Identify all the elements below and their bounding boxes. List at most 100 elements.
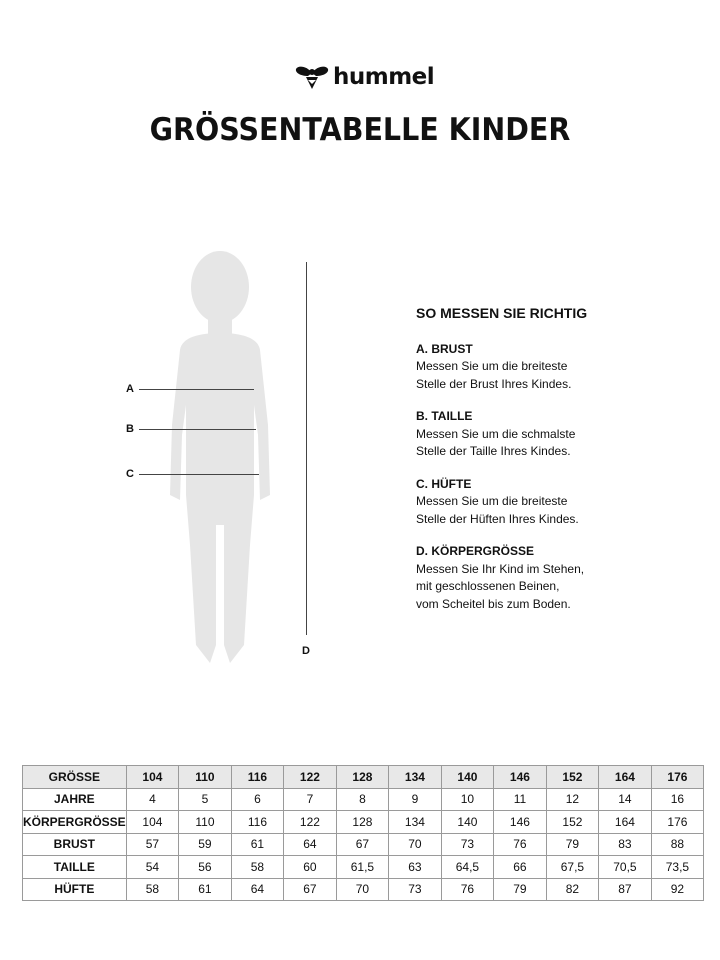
table-cell: 128 xyxy=(335,765,390,789)
table-cell: 87 xyxy=(598,877,652,901)
table-cell: 59 xyxy=(178,832,232,856)
label-d: D xyxy=(302,645,310,657)
table-cell: 164 xyxy=(598,765,652,789)
hummel-logo: hummel xyxy=(295,63,435,90)
table-row: HÜFTE 58 61 64 67 70 73 76 79 82 87 92 xyxy=(22,877,705,901)
guide-item-title: D. KÖRPERGRÖSSE xyxy=(416,544,535,558)
guide-item-title: A. BRUST xyxy=(416,341,473,356)
table-cell: 79 xyxy=(545,832,600,856)
table-cell: 11 xyxy=(493,787,547,811)
table-cell: 176 xyxy=(650,765,705,789)
guide-item-text: Messen Sie um die breiteste Stelle der B… xyxy=(416,359,572,391)
page-title: GRÖSSENTABELLE KINDER xyxy=(149,112,571,148)
table-cell: 6 xyxy=(230,787,285,811)
table-cell: 164 xyxy=(598,810,652,834)
table-cell: 134 xyxy=(388,765,442,789)
table-cell: 70,5 xyxy=(598,855,652,879)
table-cell: 7 xyxy=(283,787,337,811)
table-cell: 134 xyxy=(388,810,442,834)
table-cell: 146 xyxy=(493,765,547,789)
table-row: BRUST 57 59 61 64 67 70 73 76 79 83 88 xyxy=(22,832,705,856)
table-cell: 14 xyxy=(598,787,652,811)
table-cell: 76 xyxy=(440,877,495,901)
table-cell: 73,5 xyxy=(650,855,705,879)
height-line xyxy=(306,262,307,635)
table-cell: 79 xyxy=(493,877,547,901)
table-cell: 8 xyxy=(335,787,390,811)
table-cell: 64 xyxy=(230,877,285,901)
table-cell: 140 xyxy=(440,765,495,789)
guide-item-title: B. TAILLE xyxy=(416,409,473,423)
table-cell: 152 xyxy=(545,810,600,834)
table-cell: 16 xyxy=(650,787,705,811)
table-cell: 110 xyxy=(178,810,232,834)
guide-item-text: Messen Sie um die breiteste Stelle der H… xyxy=(416,494,579,526)
table-cell: 122 xyxy=(283,810,337,834)
table-cell: 67 xyxy=(335,832,390,856)
table-cell: 63 xyxy=(388,855,442,879)
table-cell: 61 xyxy=(230,832,285,856)
table-cell: 73 xyxy=(440,832,495,856)
row-label: TAILLE xyxy=(22,855,127,879)
table-cell: 140 xyxy=(440,810,495,834)
table-cell: 9 xyxy=(388,787,442,811)
table-cell: 82 xyxy=(545,877,600,901)
guide-heading: SO MESSEN SIE RICHTIG xyxy=(416,305,588,321)
table-cell: 176 xyxy=(650,810,705,834)
table-cell: 66 xyxy=(493,855,547,879)
table-cell: 70 xyxy=(388,832,442,856)
row-label: JAHRE xyxy=(22,787,127,811)
measure-guide: SO MESSEN SIE RICHTIG A. BRUST Messen Si… xyxy=(416,305,706,628)
table-cell: 56 xyxy=(178,855,232,879)
table-cell: 122 xyxy=(283,765,337,789)
guide-line-a xyxy=(139,389,254,390)
guide-line-c xyxy=(139,474,259,475)
table-cell: 67 xyxy=(283,877,337,901)
label-a: A xyxy=(126,383,134,395)
row-label: GRÖSSE xyxy=(22,765,127,789)
table-cell: 54 xyxy=(125,855,180,879)
table-cell: 57 xyxy=(125,832,180,856)
label-c: C xyxy=(126,468,134,480)
row-label: BRUST xyxy=(22,832,127,856)
table-cell: 116 xyxy=(230,810,285,834)
bee-icon xyxy=(295,66,329,89)
table-cell: 110 xyxy=(178,765,232,789)
table-cell: 12 xyxy=(545,787,600,811)
table-cell: 61 xyxy=(178,877,232,901)
table-cell: 67,5 xyxy=(545,855,600,879)
table-cell: 152 xyxy=(545,765,600,789)
table-row: TAILLE 54 56 58 60 61,5 63 64,5 66 67,5 70,5 73,5 xyxy=(22,855,705,879)
table-cell: 60 xyxy=(283,855,337,879)
table-cell: 64,5 xyxy=(440,855,495,879)
table-cell: 92 xyxy=(650,877,705,901)
guide-item-title: C. HÜFTE xyxy=(416,476,472,491)
table-cell: 116 xyxy=(230,765,285,789)
table-cell: 128 xyxy=(335,810,390,834)
row-label: KÖRPERGRÖSSE xyxy=(22,810,127,834)
table-cell: 58 xyxy=(230,855,285,879)
table-cell: 104 xyxy=(125,765,180,789)
table-cell: 70 xyxy=(335,877,390,901)
table-cell: 104 xyxy=(125,810,180,834)
guide-item-text: Messen Sie Ihr Kind im Stehen, mit gesch… xyxy=(416,561,585,611)
table-cell: 4 xyxy=(125,787,180,811)
table-row: JAHRE 4 5 6 7 8 9 10 11 12 14 16 xyxy=(22,787,705,811)
size-table: GRÖSSE 104 110 116 122 128 134 140 146 152 164 176 J… xyxy=(22,765,705,901)
table-cell: 83 xyxy=(598,832,652,856)
table-cell: 64 xyxy=(283,832,337,856)
brand-name: hummel xyxy=(333,63,435,90)
table-cell: 146 xyxy=(493,810,547,834)
child-silhouette xyxy=(170,251,270,663)
table-cell: 61,5 xyxy=(335,855,390,879)
row-label: HÜFTE xyxy=(22,877,127,901)
table-cell: 73 xyxy=(388,877,442,901)
table-cell: 76 xyxy=(493,832,547,856)
guide-line-b xyxy=(139,429,256,430)
table-cell: 88 xyxy=(650,832,705,856)
table-cell: 58 xyxy=(125,877,180,901)
table-header-row: GRÖSSE 104 110 116 122 128 134 140 146 152 164 176 xyxy=(22,765,705,789)
table-cell: 10 xyxy=(440,787,495,811)
table-cell: 5 xyxy=(178,787,232,811)
guide-item-text: Messen Sie um die schmalste Stelle der T… xyxy=(416,426,576,459)
